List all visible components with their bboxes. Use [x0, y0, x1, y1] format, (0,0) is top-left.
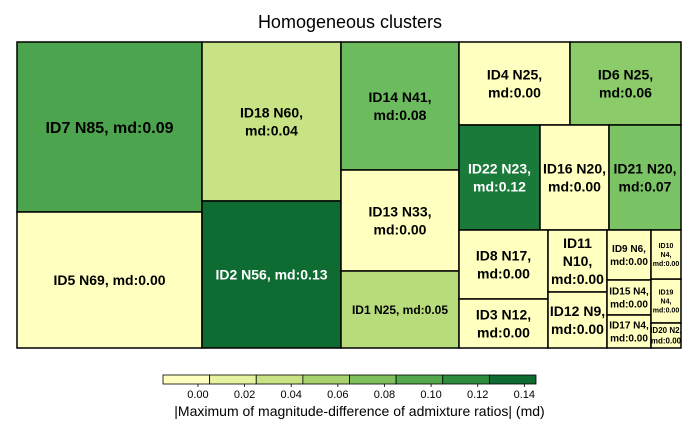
treemap-label-id17: ID17 N4, md:0.00: [609, 321, 649, 345]
treemap-cell-id7: ID7 N85, md:0.09: [16, 41, 203, 213]
chart-title: Homogeneous clusters: [257, 12, 443, 32]
treemap-label-id6: ID6 N25, md:0.06: [598, 66, 653, 100]
treemap-rect-id16: [539, 124, 610, 231]
treemap-label-id11: ID11 N10, md:0.00: [551, 235, 604, 287]
treemap-cell-id17: ID17 N4, md:0.00: [606, 314, 652, 349]
treemap-cell-id21: ID21 N20, md:0.07: [608, 124, 682, 231]
treemap-cell-id9: ID9 N6, md:0.00: [606, 229, 652, 281]
treemap-label-id5: ID5 N69, md:0.00: [53, 272, 165, 288]
treemap-rect-id2: [201, 200, 342, 349]
treemap-label-id4: ID4 N25, md:0.00: [487, 66, 542, 100]
treemap-cell-id10: ID10 N4, md:0.00: [650, 229, 682, 280]
treemap-cell-id6: ID6 N25, md:0.06: [569, 41, 682, 126]
treemap-rect-id1: [340, 270, 460, 349]
treemap-label-id19: ID19 N4, md:0.00: [653, 289, 680, 314]
treemap-label-id1: ID1 N25, md:0.05: [352, 303, 448, 317]
treemap-cell-id18: ID18 N60, md:0.04: [201, 41, 342, 202]
treemap-cell-id5: ID5 N69, md:0.00: [16, 211, 203, 349]
treemap-rect-id6: [569, 41, 682, 126]
treemap-label-id16: ID16 N20, md:0.00: [543, 160, 606, 194]
treemap-cell-id11: ID11 N10, md:0.00: [547, 229, 608, 293]
treemap-rect-id14: [340, 41, 460, 171]
treemap-cell-id14: ID14 N41, md:0.08: [340, 41, 460, 171]
treemap-cell-id12: ID12 N9, md:0.00: [547, 291, 608, 349]
treemap-rect-id4: [458, 41, 571, 126]
treemap-rect-id22: [458, 124, 541, 231]
treemap-rect-id18: [201, 41, 342, 202]
treemap-rect-id12: [547, 291, 608, 349]
treemap-cell-id4: ID4 N25, md:0.00: [458, 41, 571, 126]
treemap-rect-id21: [608, 124, 682, 231]
treemap-cell-id8: ID8 N17, md:0.00: [458, 229, 549, 300]
treemap-cell-id22: ID22 N23, md:0.12: [458, 124, 541, 231]
treemap-rect-id8: [458, 229, 549, 300]
treemap-label-id13: ID13 N33, md:0.00: [368, 203, 431, 237]
treemap-label-id9: ID9 N6, md:0.00: [610, 244, 648, 268]
treemap-cell-id16: ID16 N20, md:0.00: [539, 124, 610, 231]
treemap-label-id7: ID7 N85, md:0.09: [45, 120, 173, 137]
treemap-label-id21: ID21 N20, md:0.07: [613, 160, 676, 194]
treemap-rect-id5: [16, 211, 203, 349]
treemap-label-id2: ID2 N56, md:0.13: [215, 267, 327, 283]
treemap-cell-id1: ID1 N25, md:0.05: [340, 270, 460, 349]
treemap-cell-id3: ID3 N12, md:0.00: [458, 298, 549, 349]
treemap-cell-id2: ID2 N56, md:0.13: [201, 200, 342, 349]
treemap-label-id3: ID3 N12, md:0.00: [476, 306, 531, 340]
treemap-cell-id15: ID15 N4, md:0.00: [606, 279, 652, 316]
treemap-label-id18: ID18 N60, md:0.04: [240, 104, 303, 138]
treemap-label-id15: ID15 N4, md:0.00: [609, 287, 649, 311]
treemap-label-id20: ID20 N2, md:0.00: [650, 326, 682, 345]
treemap-cell-id19: ID19 N4, md:0.00: [650, 278, 682, 324]
treemap-cell-id13: ID13 N33, md:0.00: [340, 169, 460, 272]
treemap-label-id14: ID14 N41, md:0.08: [368, 89, 431, 123]
treemap-label-id8: ID8 N17, md:0.00: [476, 247, 531, 281]
treemap-rect-id20: [650, 322, 682, 349]
treemap-label-id10: ID10 N4, md:0.00: [653, 243, 680, 268]
treemap-rect-id3: [458, 298, 549, 349]
treemap-rect-id13: [340, 169, 460, 272]
treemap-rect-id9: [606, 229, 652, 281]
treemap-rect-id17: [606, 314, 652, 349]
treemap-label-id22: ID22 N23, md:0.12: [468, 160, 531, 194]
treemap-cell-id20: ID20 N2, md:0.00: [650, 322, 682, 349]
treemap-rect-id10: [650, 229, 682, 280]
treemap-label-id12: ID12 N9, md:0.00: [550, 303, 605, 337]
